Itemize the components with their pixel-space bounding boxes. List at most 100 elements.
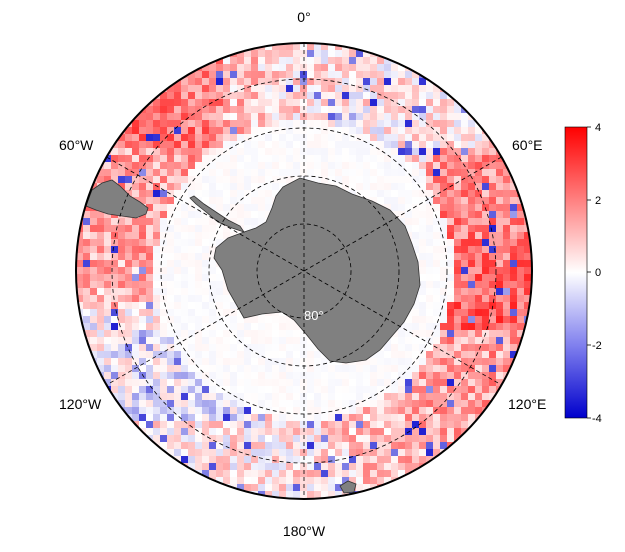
- field-cell: [139, 197, 146, 204]
- field-cell: [258, 57, 265, 64]
- field-cell: [209, 414, 216, 421]
- field-cell: [419, 267, 426, 274]
- field-cell: [272, 169, 279, 176]
- field-cell: [461, 407, 468, 414]
- field-cell: [216, 414, 223, 421]
- field-cell: [167, 92, 174, 99]
- field-cell: [356, 148, 363, 155]
- field-cell: [160, 435, 167, 442]
- field-cell: [370, 127, 377, 134]
- field-cell: [265, 470, 272, 477]
- field-cell: [356, 120, 363, 127]
- field-cell: [139, 379, 146, 386]
- field-cell: [349, 400, 356, 407]
- field-cell: [335, 92, 342, 99]
- field-cell: [440, 316, 447, 323]
- field-cell: [482, 358, 489, 365]
- field-cell: [503, 169, 510, 176]
- field-cell: [174, 232, 181, 239]
- field-cell: [230, 344, 237, 351]
- field-cell: [188, 239, 195, 246]
- field-cell: [468, 344, 475, 351]
- field-cell: [286, 330, 293, 337]
- field-cell: [482, 246, 489, 253]
- field-cell: [153, 372, 160, 379]
- field-cell: [230, 386, 237, 393]
- field-cell: [111, 302, 118, 309]
- field-cell: [426, 407, 433, 414]
- field-cell: [272, 71, 279, 78]
- field-cell: [321, 106, 328, 113]
- field-cell: [489, 204, 496, 211]
- field-cell: [405, 99, 412, 106]
- field-cell: [475, 134, 482, 141]
- field-cell: [447, 253, 454, 260]
- field-cell: [370, 64, 377, 71]
- field-cell: [174, 407, 181, 414]
- field-cell: [153, 393, 160, 400]
- field-cell: [321, 43, 328, 50]
- field-cell: [167, 414, 174, 421]
- field-cell: [363, 57, 370, 64]
- field-cell: [321, 155, 328, 162]
- field-cell: [482, 267, 489, 274]
- field-cell: [496, 232, 503, 239]
- field-cell: [209, 400, 216, 407]
- field-cell: [405, 414, 412, 421]
- field-cell: [174, 190, 181, 197]
- field-cell: [146, 302, 153, 309]
- field-cell: [377, 92, 384, 99]
- field-cell: [174, 421, 181, 428]
- field-cell: [412, 197, 419, 204]
- field-cell: [314, 106, 321, 113]
- field-cell: [496, 183, 503, 190]
- field-cell: [314, 71, 321, 78]
- field-cell: [293, 155, 300, 162]
- field-cell: [230, 463, 237, 470]
- field-cell: [272, 393, 279, 400]
- field-cell: [356, 183, 363, 190]
- field-cell: [279, 477, 286, 484]
- field-cell: [216, 477, 223, 484]
- field-cell: [447, 169, 454, 176]
- field-cell: [202, 260, 209, 267]
- field-cell: [307, 120, 314, 127]
- field-cell: [356, 78, 363, 85]
- field-cell: [146, 127, 153, 134]
- field-cell: [90, 225, 97, 232]
- field-cell: [251, 57, 258, 64]
- field-cell: [356, 113, 363, 120]
- field-cell: [517, 267, 524, 274]
- field-cell: [279, 449, 286, 456]
- field-cell: [398, 183, 405, 190]
- field-cell: [503, 358, 510, 365]
- field-cell: [104, 246, 111, 253]
- field-cell: [90, 239, 97, 246]
- field-cell: [412, 232, 419, 239]
- field-cell: [489, 344, 496, 351]
- field-cell: [111, 337, 118, 344]
- field-cell: [370, 134, 377, 141]
- field-cell: [111, 323, 118, 330]
- field-cell: [314, 64, 321, 71]
- field-cell: [118, 358, 125, 365]
- field-cell: [195, 414, 202, 421]
- field-cell: [468, 274, 475, 281]
- field-cell: [216, 148, 223, 155]
- field-cell: [412, 113, 419, 120]
- field-cell: [489, 260, 496, 267]
- field-cell: [216, 113, 223, 120]
- field-cell: [342, 92, 349, 99]
- field-cell: [363, 386, 370, 393]
- field-cell: [384, 78, 391, 85]
- field-cell: [104, 295, 111, 302]
- field-cell: [433, 204, 440, 211]
- field-cell: [230, 64, 237, 71]
- field-cell: [300, 330, 307, 337]
- field-cell: [356, 92, 363, 99]
- field-cell: [139, 225, 146, 232]
- field-cell: [293, 456, 300, 463]
- field-cell: [111, 330, 118, 337]
- field-cell: [482, 197, 489, 204]
- field-cell: [153, 358, 160, 365]
